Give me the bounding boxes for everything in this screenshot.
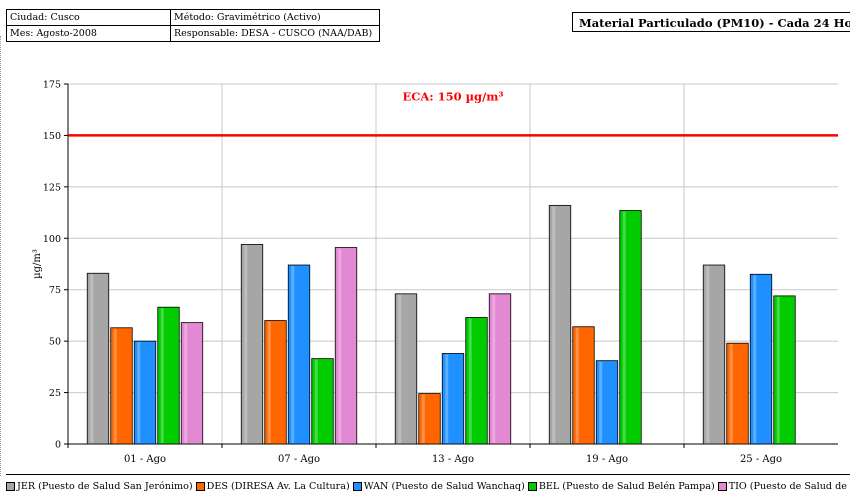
- legend-label: DES (DIRESA Av. La Cultura): [206, 480, 350, 492]
- y-tick-label: 125: [43, 182, 61, 193]
- month-cell: Mes: Agosto-2008: [6, 25, 171, 42]
- bar-highlight: [90, 274, 94, 443]
- y-tick-label: 50: [49, 337, 61, 348]
- bar: [488, 293, 512, 445]
- bar-highlight: [468, 318, 472, 443]
- bar-highlight: [184, 323, 188, 443]
- bar-highlight: [137, 342, 141, 443]
- bar: [418, 393, 441, 445]
- x-tick-label: 25 - Ago: [740, 454, 782, 465]
- legend-swatch: [195, 481, 205, 491]
- bar-highlight: [314, 359, 318, 443]
- bar-highlight: [599, 361, 603, 443]
- bar: [394, 293, 418, 445]
- bar-highlight: [445, 354, 449, 443]
- chart-legend: JER (Puesto de Salud San Jerónimo) DES (D…: [6, 474, 850, 497]
- bar: [264, 320, 287, 445]
- legend-item: BEL (Puesto de Salud Belén Pampa): [527, 480, 715, 492]
- bar: [548, 204, 572, 445]
- y-tick-label: 175: [43, 80, 61, 91]
- bar-highlight: [492, 294, 496, 443]
- bar-highlight: [113, 328, 117, 443]
- bar: [773, 295, 796, 445]
- bar-highlight: [291, 266, 295, 443]
- bar: [86, 272, 110, 445]
- bar-highlight: [776, 296, 780, 443]
- y-tick-label: 0: [55, 440, 61, 451]
- y-tick-label: 25: [49, 388, 61, 399]
- bar-highlight: [729, 344, 733, 443]
- bar-highlight: [338, 248, 342, 443]
- y-axis-label: µg/m³: [32, 249, 43, 279]
- bar: [334, 247, 358, 445]
- bar-highlight: [706, 266, 710, 443]
- y-tick-label: 150: [43, 131, 61, 142]
- legend-item: DES (DIRESA Av. La Cultura): [195, 480, 350, 492]
- x-tick-label: 01 - Ago: [124, 454, 166, 465]
- bar: [180, 322, 204, 445]
- bar: [465, 317, 488, 445]
- legend-swatch: [352, 481, 362, 491]
- info-table: Ciudad: Cusco Método: Gravimétrico (Acti…: [6, 9, 380, 42]
- bar: [619, 210, 642, 445]
- bar-highlight: [421, 394, 425, 443]
- bar: [726, 342, 749, 445]
- bar: [595, 360, 619, 445]
- left-border: [0, 36, 1, 476]
- bar: [157, 306, 180, 445]
- chart-title: Material Particulado (PM10) - Cada 24 Ho…: [572, 12, 850, 32]
- legend-swatch: [527, 481, 537, 491]
- legend-item: JER (Puesto de Salud San Jerónimo): [6, 481, 193, 492]
- bar-highlight: [160, 308, 164, 443]
- bar: [702, 264, 726, 445]
- legend-swatch: [6, 481, 15, 491]
- y-tick-label: 100: [43, 234, 61, 245]
- legend-swatch: [717, 481, 727, 491]
- x-tick-label: 13 - Ago: [432, 454, 474, 465]
- legend-label: BEL (Puesto de Salud Belén Pampa): [538, 480, 715, 492]
- bar: [133, 340, 157, 445]
- bar: [311, 358, 334, 445]
- bar: [749, 273, 773, 445]
- reference-line-label: ECA: 150 µg/m³: [403, 89, 504, 103]
- legend-item: TIO (Puesto de Salud de Ttio): [717, 480, 850, 492]
- bar-highlight: [244, 245, 248, 443]
- bar: [572, 326, 595, 445]
- chart-area: 0 25 50 75 100 125 150 175 µg/m³ 01 - Ago 07 - Ago…: [32, 80, 838, 465]
- bar-highlight: [552, 206, 556, 443]
- bar: [287, 264, 311, 445]
- bar: [240, 244, 264, 445]
- legend-label: TIO (Puesto de Salud de Ttio): [728, 480, 850, 492]
- legend-label: JER (Puesto de Salud San Jerónimo): [17, 480, 193, 492]
- bar-highlight: [753, 275, 757, 443]
- responsible-cell: Responsable: DESA - CUSCO (NAA/DAB): [170, 25, 380, 42]
- bar-highlight: [622, 211, 626, 443]
- y-tick-label: 75: [49, 285, 61, 296]
- legend-label: WAN (Puesto de Salud Wanchaq): [363, 480, 525, 492]
- bar-highlight: [575, 327, 579, 443]
- bar-highlight: [398, 294, 402, 443]
- x-tick-label: 19 - Ago: [586, 454, 628, 465]
- bar-highlight: [267, 321, 271, 443]
- bar: [110, 327, 133, 445]
- legend-item: WAN (Puesto de Salud Wanchaq): [352, 480, 525, 492]
- bar: [441, 353, 465, 445]
- x-tick-label: 07 - Ago: [278, 454, 320, 465]
